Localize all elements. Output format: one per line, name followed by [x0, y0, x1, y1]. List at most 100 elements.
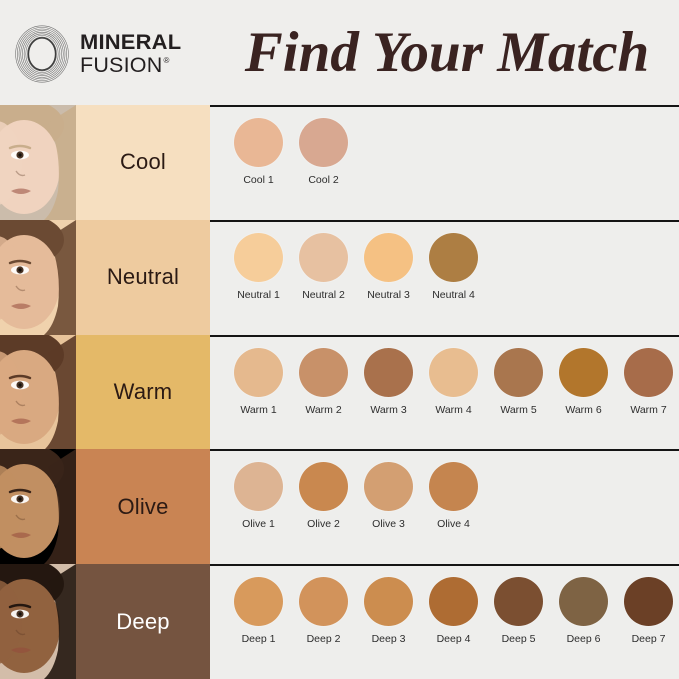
shade-color-dot[interactable]	[364, 462, 413, 512]
portrait-image	[0, 449, 76, 565]
shade-color-dot[interactable]	[364, 347, 413, 397]
shade-swatch[interactable]: Deep 3	[356, 577, 421, 645]
shade-color-dot[interactable]	[494, 347, 543, 397]
shade-color-dot[interactable]	[299, 232, 348, 282]
shade-swatch[interactable]: Deep 7	[616, 577, 679, 645]
shade-name-label: Warm 1	[240, 403, 277, 416]
shade-swatch[interactable]: Warm 3	[356, 347, 421, 416]
shade-name-label: Deep 4	[436, 633, 471, 646]
shade-color-dot[interactable]	[234, 577, 283, 627]
shade-swatch[interactable]: Olive 4	[421, 462, 486, 530]
swatch-panel-deep: Deep 1 Deep 2 Deep 3 Deep 4 Deep 5 Deep 6 Deep…	[210, 564, 679, 679]
brand-name-line2: FUSION	[80, 52, 163, 77]
shade-name-label: Warm 3	[370, 403, 407, 416]
brand-wordmark: MINERAL FUSION ®	[80, 30, 182, 77]
shade-swatch[interactable]: Deep 2	[291, 577, 356, 645]
shade-color-dot[interactable]	[429, 232, 478, 282]
shade-color-dot[interactable]	[624, 577, 673, 627]
registered-trademark-icon: ®	[163, 55, 170, 65]
shade-name-label: Deep 7	[631, 633, 666, 646]
shade-color-dot[interactable]	[299, 462, 348, 512]
portrait-image	[0, 105, 76, 220]
shade-name-label: Deep 5	[501, 633, 536, 646]
portrait-image	[0, 334, 76, 450]
shade-swatch[interactable]: Warm 2	[291, 347, 356, 416]
shade-row-olive: Olive Olive 1 Olive 2 Olive 3 Olive 4	[0, 449, 679, 565]
page-title: Find Your Match	[244, 20, 650, 84]
shade-name-label: Warm 5	[500, 403, 537, 416]
shade-family-label-neutral: Neutral	[76, 219, 210, 335]
swatch-panel-warm: Warm 1 Warm 2 Warm 3 Warm 4 Warm 5 Warm 6 Warm…	[210, 334, 679, 450]
shade-color-dot[interactable]	[624, 347, 673, 397]
model-portrait-warm	[0, 334, 76, 450]
shade-swatch[interactable]: Deep 5	[486, 577, 551, 645]
shade-name-label: Olive 4	[437, 518, 470, 531]
shade-family-label-olive: Olive	[76, 449, 210, 565]
model-portrait-cool	[0, 105, 76, 220]
shade-color-dot[interactable]	[234, 462, 283, 512]
shade-swatch[interactable]: Neutral 4	[421, 232, 486, 301]
shade-swatch[interactable]: Warm 1	[226, 347, 291, 416]
brand-name-line1: MINERAL	[80, 30, 182, 54]
shade-name-label: Cool 2	[308, 174, 339, 186]
shade-color-dot[interactable]	[299, 577, 348, 627]
shade-swatch[interactable]: Warm 7	[616, 347, 679, 416]
shade-swatch[interactable]: Warm 4	[421, 347, 486, 416]
shade-name-label: Neutral 3	[367, 288, 410, 301]
shade-swatch[interactable]: Neutral 2	[291, 232, 356, 301]
shade-color-dot[interactable]	[364, 577, 413, 627]
portrait-image	[0, 219, 76, 335]
shade-swatch[interactable]: Cool 2	[291, 118, 356, 186]
shade-swatch[interactable]: Cool 1	[226, 118, 291, 186]
shade-name-label: Warm 7	[630, 403, 667, 416]
model-portrait-deep	[0, 564, 76, 679]
swatch-panel-olive: Olive 1 Olive 2 Olive 3 Olive 4	[210, 449, 679, 565]
shade-family-label-cool: Cool	[76, 105, 210, 220]
shade-color-dot[interactable]	[429, 577, 478, 627]
shade-color-dot[interactable]	[559, 577, 608, 627]
shade-swatch[interactable]: Olive 3	[356, 462, 421, 530]
header: MINERAL FUSION ® Find Your Match	[0, 0, 679, 105]
shade-swatch[interactable]: Warm 6	[551, 347, 616, 416]
shade-color-dot[interactable]	[299, 347, 348, 397]
shade-name-label: Cool 1	[243, 174, 274, 186]
shade-name-label: Olive 2	[307, 518, 340, 531]
shade-color-dot[interactable]	[559, 347, 608, 397]
shade-color-dot[interactable]	[234, 232, 283, 282]
concentric-rings-icon	[15, 25, 69, 83]
shade-color-dot[interactable]	[429, 462, 478, 512]
shade-name-label: Warm 2	[305, 403, 342, 416]
shade-name-label: Olive 3	[372, 518, 405, 531]
shade-name-label: Olive 1	[242, 518, 275, 531]
shade-row-cool: Cool Cool 1 Cool 2	[0, 105, 679, 220]
shade-name-label: Deep 1	[241, 633, 276, 646]
shade-swatch[interactable]: Deep 4	[421, 577, 486, 645]
shade-family-label-deep: Deep	[76, 564, 210, 679]
shade-name-label: Warm 6	[565, 403, 602, 416]
shade-color-dot[interactable]	[299, 118, 348, 167]
shade-name-label: Deep 6	[566, 633, 601, 646]
brand-logo: MINERAL FUSION ®	[8, 24, 208, 84]
shade-swatch[interactable]: Olive 2	[291, 462, 356, 530]
shade-color-dot[interactable]	[234, 347, 283, 397]
model-portrait-neutral	[0, 219, 76, 335]
shade-swatch[interactable]: Neutral 1	[226, 232, 291, 301]
shade-swatch[interactable]: Olive 1	[226, 462, 291, 530]
portrait-image	[0, 564, 76, 679]
shade-swatch[interactable]: Deep 1	[226, 577, 291, 645]
shade-name-label: Deep 3	[371, 633, 406, 646]
shade-swatch[interactable]: Warm 5	[486, 347, 551, 416]
shade-row-warm: Warm Warm 1 Warm 2 Warm 3 Warm 4 Warm 5 Warm 6…	[0, 334, 679, 450]
shade-family-label-warm: Warm	[76, 334, 210, 450]
shade-row-neutral: Neutral Neutral 1 Neutral 2 Neutral 3 Neutra…	[0, 219, 679, 335]
shade-name-label: Neutral 1	[237, 288, 280, 301]
shade-color-dot[interactable]	[494, 577, 543, 627]
shade-color-dot[interactable]	[364, 232, 413, 282]
shade-name-label: Warm 4	[435, 403, 472, 416]
shade-swatch[interactable]: Neutral 3	[356, 232, 421, 301]
shade-color-dot[interactable]	[234, 118, 283, 167]
shade-color-dot[interactable]	[429, 347, 478, 397]
shade-swatch[interactable]: Deep 6	[551, 577, 616, 645]
shade-name-label: Neutral 4	[432, 288, 475, 301]
